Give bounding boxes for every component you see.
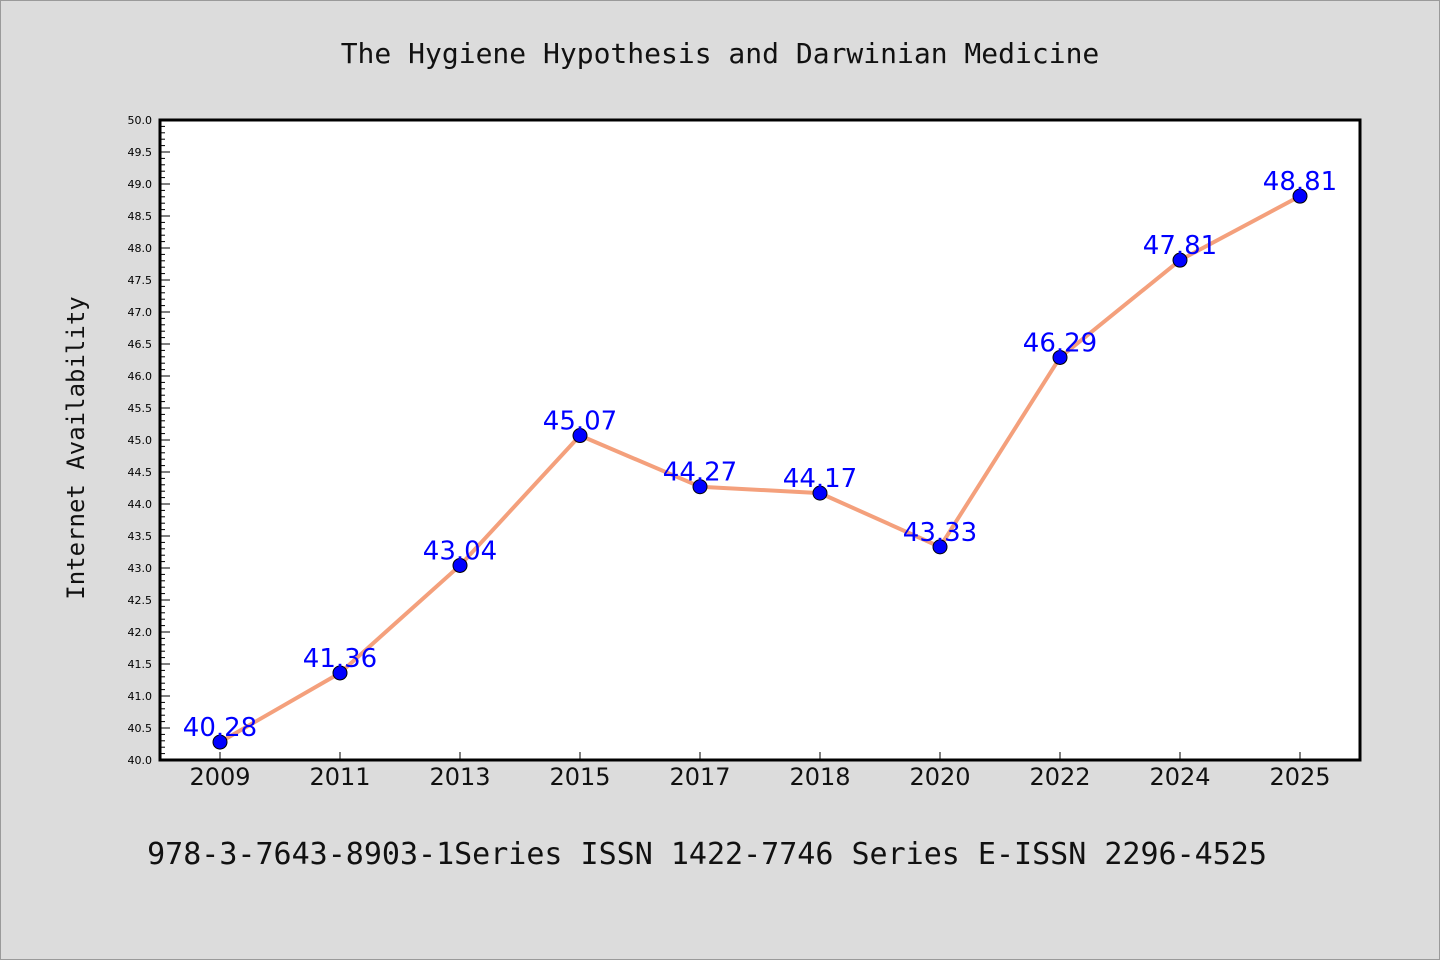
- x-tick-label: 2024: [1149, 763, 1210, 791]
- data-point-marker: [1172, 252, 1188, 268]
- y-tick-label: 50.0: [128, 114, 153, 127]
- data-label: 47.81: [1143, 231, 1217, 261]
- y-tick-label: 44.0: [128, 498, 153, 511]
- y-tick-label: 45.0: [128, 434, 153, 447]
- y-tick-label: 43.5: [128, 530, 153, 543]
- y-tick-label: 47.5: [128, 274, 153, 287]
- data-label: 48.81: [1263, 167, 1337, 197]
- data-point-marker: [1052, 349, 1068, 365]
- y-tick-label: 47.0: [128, 306, 153, 319]
- data-label: 40.28: [183, 713, 257, 743]
- y-tick-label: 48.5: [128, 210, 153, 223]
- y-tick-label: 44.5: [128, 466, 153, 479]
- x-tick-label: 2009: [189, 763, 250, 791]
- data-point-marker: [932, 539, 948, 555]
- x-tick-label: 2018: [789, 763, 850, 791]
- y-tick-label: 42.5: [128, 594, 153, 607]
- x-tick-label: 2015: [549, 763, 610, 791]
- y-tick-label: 41.0: [128, 690, 153, 703]
- y-tick-label: 42.0: [128, 626, 153, 639]
- series-line: [218, 194, 1302, 745]
- data-point-marker: [572, 428, 588, 444]
- x-tick-label: 2011: [309, 763, 370, 791]
- data-point-marker: [212, 734, 228, 750]
- series-line-group: [218, 194, 1302, 745]
- data-label: 41.36: [303, 644, 377, 674]
- data-point-marker: [332, 665, 348, 681]
- x-tick-label: 2020: [909, 763, 970, 791]
- y-tick-label: 45.5: [128, 402, 153, 415]
- y-tick-label: 40.0: [128, 754, 153, 767]
- data-point-marker: [1292, 188, 1308, 204]
- y-tick-label: 46.5: [128, 338, 153, 351]
- data-point-marker: [692, 479, 708, 495]
- data-label: 43.33: [903, 518, 977, 548]
- data-label: 45.07: [543, 407, 617, 437]
- data-label: 44.17: [783, 464, 857, 494]
- y-axis-label: Internet Availability: [62, 296, 90, 599]
- data-point-marker: [812, 485, 828, 501]
- y-tick-label: 48.0: [128, 242, 153, 255]
- y-tick-label: 40.5: [128, 722, 153, 735]
- y-tick-label: 41.5: [128, 658, 153, 671]
- y-tick-label: 46.0: [128, 370, 153, 383]
- data-labels-group: 40.28 41.36 43.04 45.07 44.27 44.17 43.33 46.29…: [183, 167, 1337, 743]
- footer-isbn-text: 978-3-7643-8903-1Series ISSN 1422-7746 S…: [147, 837, 1267, 872]
- data-label: 44.27: [663, 458, 737, 488]
- x-axis: 2009 2011 2013 2015 2017 2018 2020 2022 2024 2025: [189, 752, 1331, 791]
- y-tick-label: 49.0: [128, 178, 153, 191]
- y-tick-label: 49.5: [128, 146, 153, 159]
- x-tick-label: 2013: [429, 763, 490, 791]
- data-label: 46.29: [1023, 328, 1097, 358]
- markers-group: [212, 188, 1308, 750]
- x-tick-label: 2017: [669, 763, 730, 791]
- chart-title: The Hygiene Hypothesis and Darwinian Med…: [341, 37, 1100, 70]
- x-tick-label: 2025: [1269, 763, 1330, 791]
- data-point-marker: [452, 557, 468, 573]
- data-label: 43.04: [423, 536, 497, 566]
- x-tick-label: 2022: [1029, 763, 1090, 791]
- y-axis: 40.0 40.5 41.0 41.5 42.0 42.5 43.0 43.5 44.0 44.5…: [128, 114, 170, 767]
- y-tick-label: 43.0: [128, 562, 153, 575]
